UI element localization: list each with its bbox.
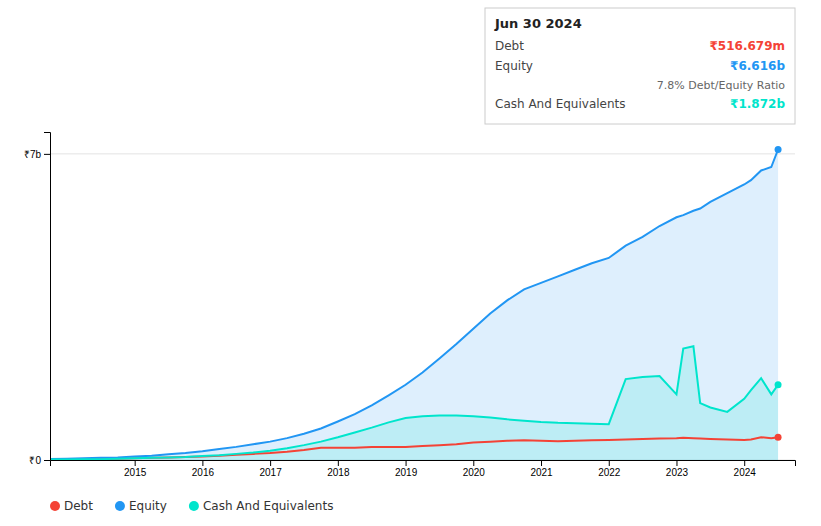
x-tick-mark: [609, 460, 610, 466]
x-tick-label: 2021: [530, 467, 553, 478]
x-tick-mark: [473, 460, 474, 466]
x-tick-label: 2017: [259, 467, 282, 478]
end-point: [775, 381, 782, 388]
legend-item: Equity: [115, 499, 167, 513]
annotation-label: Cash And Equivalents: [495, 97, 626, 111]
legend-label: Debt: [64, 499, 93, 513]
x-tick: 2022: [598, 460, 621, 478]
x-tick: 2023: [666, 460, 689, 478]
annotation: Jun 30 2024 Debt ₹516.679m Equity ₹6.616b 7.8…: [485, 8, 795, 124]
x-tick-label: 2020: [463, 467, 486, 478]
x-tick-mark: [676, 460, 677, 466]
area: [50, 149, 778, 460]
line: [50, 437, 778, 459]
annotation-value: ₹516.679m: [709, 39, 785, 53]
x-tick-label: 2019: [395, 467, 418, 478]
x-tick-mark: [744, 460, 745, 466]
y-axis: ₹0 ₹7b: [24, 133, 51, 466]
x-tick: 2017: [259, 460, 282, 478]
x-tick-mark: [270, 460, 271, 466]
x-tick-label: 2024: [734, 467, 757, 478]
x-tick-label: 2016: [192, 467, 215, 478]
y-tick-label: ₹7b: [24, 149, 42, 160]
legend-swatch: [115, 501, 125, 511]
x-tick-mark: [338, 460, 339, 466]
legend-label: Equity: [129, 499, 167, 513]
y-tick-label: ₹0: [29, 455, 41, 466]
legend-swatch: [50, 501, 60, 511]
x-tick-label: 2018: [327, 467, 350, 478]
x-tick: 2020: [463, 460, 486, 478]
x-axis: 2015 2016 2017 2018 2019 2020 2021 2022 2023 2024: [51, 460, 796, 478]
x-tick-label: 2022: [598, 467, 621, 478]
grid-line: [50, 153, 795, 154]
annotation-box: [485, 8, 795, 124]
x-tick: 2019: [395, 460, 418, 478]
chart: 2015 2016 2017 2018 2019 2020 2021 2022 2023 2024…: [0, 0, 821, 526]
x-axis-line: [51, 461, 796, 467]
annotation-label: Equity: [495, 59, 533, 73]
y-tick-mark: [44, 154, 50, 155]
legend-swatch: [189, 501, 199, 511]
line: [50, 149, 778, 459]
marks: [50, 146, 782, 460]
plot: 2015 2016 2017 2018 2019 2020 2021 2022 2023 2024…: [24, 133, 796, 479]
x-tick: 2016: [192, 460, 215, 478]
x-tick-label: 2023: [666, 467, 689, 478]
y-tick: ₹0: [29, 455, 50, 466]
y-tick: ₹7b: [24, 149, 50, 160]
x-tick-mark: [135, 460, 136, 466]
line: [50, 346, 778, 459]
x-tick-mark: [541, 460, 542, 466]
annotation-value: ₹6.616b: [730, 59, 785, 73]
end-point: [775, 434, 782, 441]
end-point: [775, 146, 782, 153]
legend-label: Cash And Equivalents: [203, 499, 334, 513]
x-tick-label: 2015: [124, 467, 147, 478]
annotation-label: Debt: [495, 39, 524, 53]
x-tick: 2024: [734, 460, 757, 478]
x-tick: 2021: [530, 460, 553, 478]
y-axis-line: [44, 133, 51, 461]
x-tick-mark: [202, 460, 203, 466]
annotation-value: ₹1.872b: [730, 97, 785, 111]
legend-item: Cash And Equivalents: [189, 499, 334, 513]
x-tick: 2015: [124, 460, 147, 478]
x-tick-mark: [406, 460, 407, 466]
area: [50, 346, 778, 460]
annotation-note: 7.8% Debt/Equity Ratio: [657, 79, 785, 92]
legend: Debt Equity Cash And Equivalents: [50, 499, 333, 513]
x-tick: 2018: [327, 460, 350, 478]
annotation-title: Jun 30 2024: [494, 16, 582, 31]
legend-item: Debt: [50, 499, 93, 513]
y-tick-mark: [44, 460, 50, 461]
